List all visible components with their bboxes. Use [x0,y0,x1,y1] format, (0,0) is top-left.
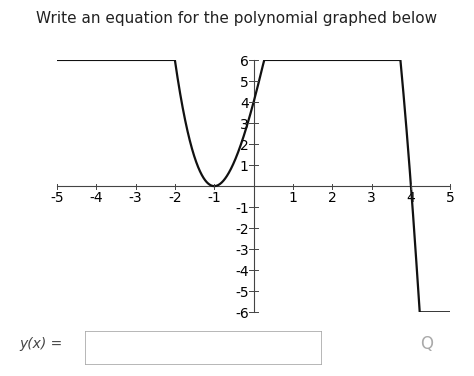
Text: y(x) =: y(x) = [19,337,62,351]
FancyBboxPatch shape [85,331,322,365]
Text: Write an equation for the polynomial graphed below: Write an equation for the polynomial gra… [36,11,438,26]
Text: Q: Q [420,335,433,353]
